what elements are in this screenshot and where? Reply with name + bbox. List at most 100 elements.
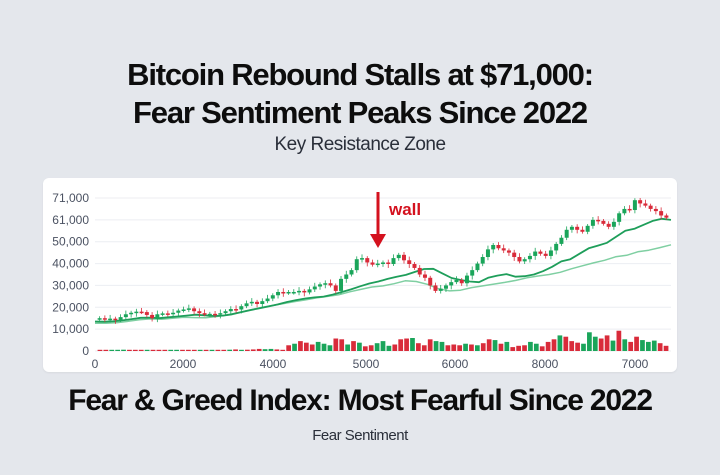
candle-up: [449, 282, 454, 286]
volume-bar: [451, 344, 457, 351]
volume-bar: [115, 349, 120, 351]
candle-down: [643, 203, 648, 206]
footer-title: Fear & Greed Index: Most Fearful Since 2…: [68, 384, 653, 417]
candlesticks: [97, 198, 669, 324]
volume-bar: [539, 346, 545, 351]
candle-up: [443, 285, 448, 289]
candle-down: [543, 253, 548, 256]
y-tick-label: 0: [82, 344, 89, 358]
volume-bar: [292, 343, 297, 351]
volume-bar: [150, 349, 156, 351]
volume-bar: [646, 341, 651, 351]
volume-bars: [97, 330, 669, 351]
volume-bar: [575, 342, 580, 351]
candle-down: [102, 318, 107, 320]
candle-up: [307, 289, 312, 293]
candle-up: [223, 311, 228, 314]
volume-bar: [498, 343, 504, 351]
x-tick-label: 5000: [353, 357, 380, 371]
volume-bar: [380, 341, 386, 351]
x-tick-label: 7000: [622, 357, 649, 371]
volume-bar: [616, 330, 622, 351]
x-tick-label: 4000: [260, 357, 287, 371]
volume-bar: [610, 340, 616, 351]
ma-slow-line: [95, 244, 672, 324]
candle-up: [123, 314, 128, 318]
candle-down: [428, 277, 433, 286]
volume-bar: [368, 345, 374, 351]
candle-down: [517, 257, 522, 262]
volume-bar: [156, 349, 162, 351]
volume-bar: [209, 349, 215, 351]
volume-bar: [144, 349, 150, 351]
candle-down: [575, 226, 580, 230]
candle-down: [433, 285, 438, 291]
volume-bar: [174, 349, 179, 351]
volume-bar: [339, 339, 345, 351]
candle-up: [155, 314, 160, 319]
volume-bar: [245, 349, 250, 351]
volume-bar: [327, 345, 333, 351]
candle-up: [590, 219, 595, 226]
candle-up: [207, 313, 212, 316]
candle-up: [522, 259, 527, 262]
volume-bar: [127, 349, 132, 351]
volume-bar: [191, 349, 197, 351]
y-tick-label: 10,000: [52, 322, 89, 336]
candle-up: [396, 254, 401, 259]
candle-down: [302, 290, 307, 293]
candle-up: [218, 313, 223, 315]
volume-bar: [516, 345, 521, 351]
candle-up: [339, 278, 344, 291]
candle-down: [370, 262, 375, 265]
volume-bar: [309, 344, 315, 351]
volume-bar: [97, 349, 103, 351]
wall-annotation: wall: [370, 192, 421, 248]
y-tick-label: 50,000: [52, 235, 89, 249]
volume-bar: [439, 341, 445, 351]
candle-down: [386, 262, 391, 265]
volume-bar: [250, 349, 256, 351]
candle-down: [234, 309, 239, 311]
volume-bar: [186, 349, 191, 351]
candle-down: [422, 274, 427, 278]
candle-down: [144, 312, 149, 315]
candle-up: [381, 262, 385, 264]
candle-up: [454, 279, 459, 283]
candle-up: [323, 283, 328, 285]
y-tick-label: 71,000: [52, 191, 89, 205]
candle-up: [160, 313, 165, 315]
volume-bar: [262, 349, 268, 351]
candle-up: [585, 225, 590, 232]
candle-down: [459, 279, 464, 284]
candle-up: [622, 208, 627, 214]
volume-bar: [522, 345, 527, 351]
volume-bar: [445, 345, 451, 351]
volume-bar: [657, 343, 663, 351]
candle-up: [554, 243, 559, 251]
candle-up: [491, 244, 496, 250]
candle-up: [286, 291, 291, 294]
candle-up: [260, 301, 265, 305]
candle-up: [438, 288, 443, 291]
volume-bar: [315, 341, 321, 351]
volume-bar: [268, 348, 274, 351]
volume-bar: [628, 341, 634, 351]
volume-bar: [622, 339, 628, 351]
volume-bar: [504, 341, 510, 351]
annotation-label: wall: [388, 200, 421, 219]
y-tick-label: 40,000: [52, 257, 89, 271]
candle-up: [344, 274, 349, 279]
candle-up: [186, 308, 191, 310]
candle-down: [197, 311, 202, 314]
volume-bar: [404, 338, 409, 351]
annotation-arrow-head: [370, 234, 386, 248]
candle-down: [601, 220, 606, 224]
volume-bar: [345, 344, 350, 351]
volume-bar: [557, 335, 563, 351]
x-tick-label: 0: [92, 357, 99, 371]
volume-bar: [663, 345, 669, 351]
candle-down: [401, 254, 406, 261]
candle-up: [354, 259, 359, 271]
candle-down: [192, 308, 197, 312]
